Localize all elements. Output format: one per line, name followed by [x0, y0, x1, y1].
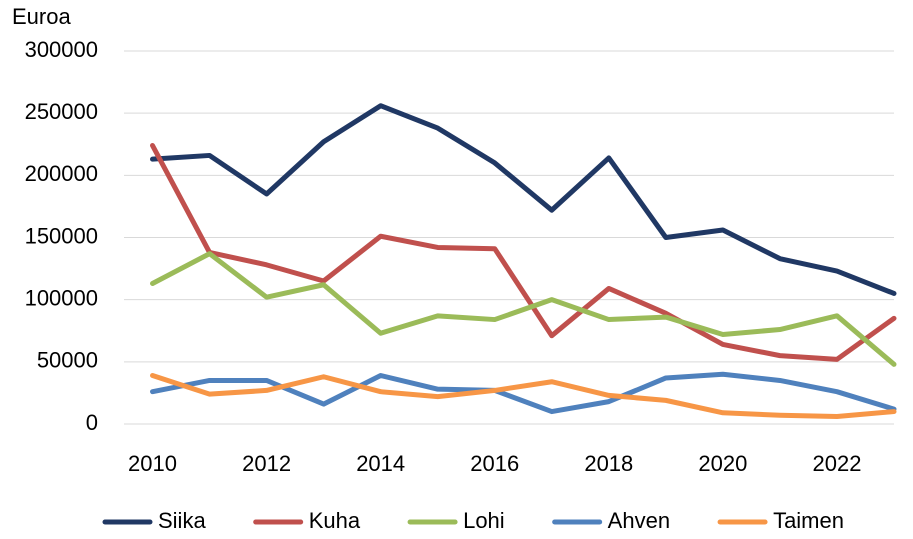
- x-tick-label: 2022: [812, 451, 861, 476]
- legend-label: Ahven: [608, 508, 670, 533]
- legend-label: Siika: [158, 508, 206, 533]
- x-tick-label: 2010: [128, 451, 177, 476]
- legend-label: Taimen: [773, 508, 844, 533]
- y-tick-label: 300000: [25, 37, 98, 62]
- y-tick-label: 0: [86, 410, 98, 435]
- y-tick-label: 50000: [37, 348, 98, 373]
- legend-label: Kuha: [309, 508, 361, 533]
- series-line: [150, 251, 897, 367]
- y-tick-label: 100000: [25, 285, 98, 310]
- x-tick-label: 2020: [698, 451, 747, 476]
- x-tick-label: 2012: [242, 451, 291, 476]
- y-tick-label: 200000: [25, 161, 98, 186]
- y-tick-label: 150000: [25, 223, 98, 248]
- x-tick-label: 2018: [584, 451, 633, 476]
- series-line: [150, 373, 897, 420]
- series-line: [150, 371, 897, 415]
- y-tick-label: 250000: [25, 99, 98, 124]
- x-tick-label: 2016: [470, 451, 519, 476]
- y-axis-label: Euroa: [12, 4, 71, 29]
- series-line: [150, 103, 897, 296]
- legend-label: Lohi: [463, 508, 505, 533]
- x-tick-label: 2014: [356, 451, 405, 476]
- series-line: [150, 142, 897, 362]
